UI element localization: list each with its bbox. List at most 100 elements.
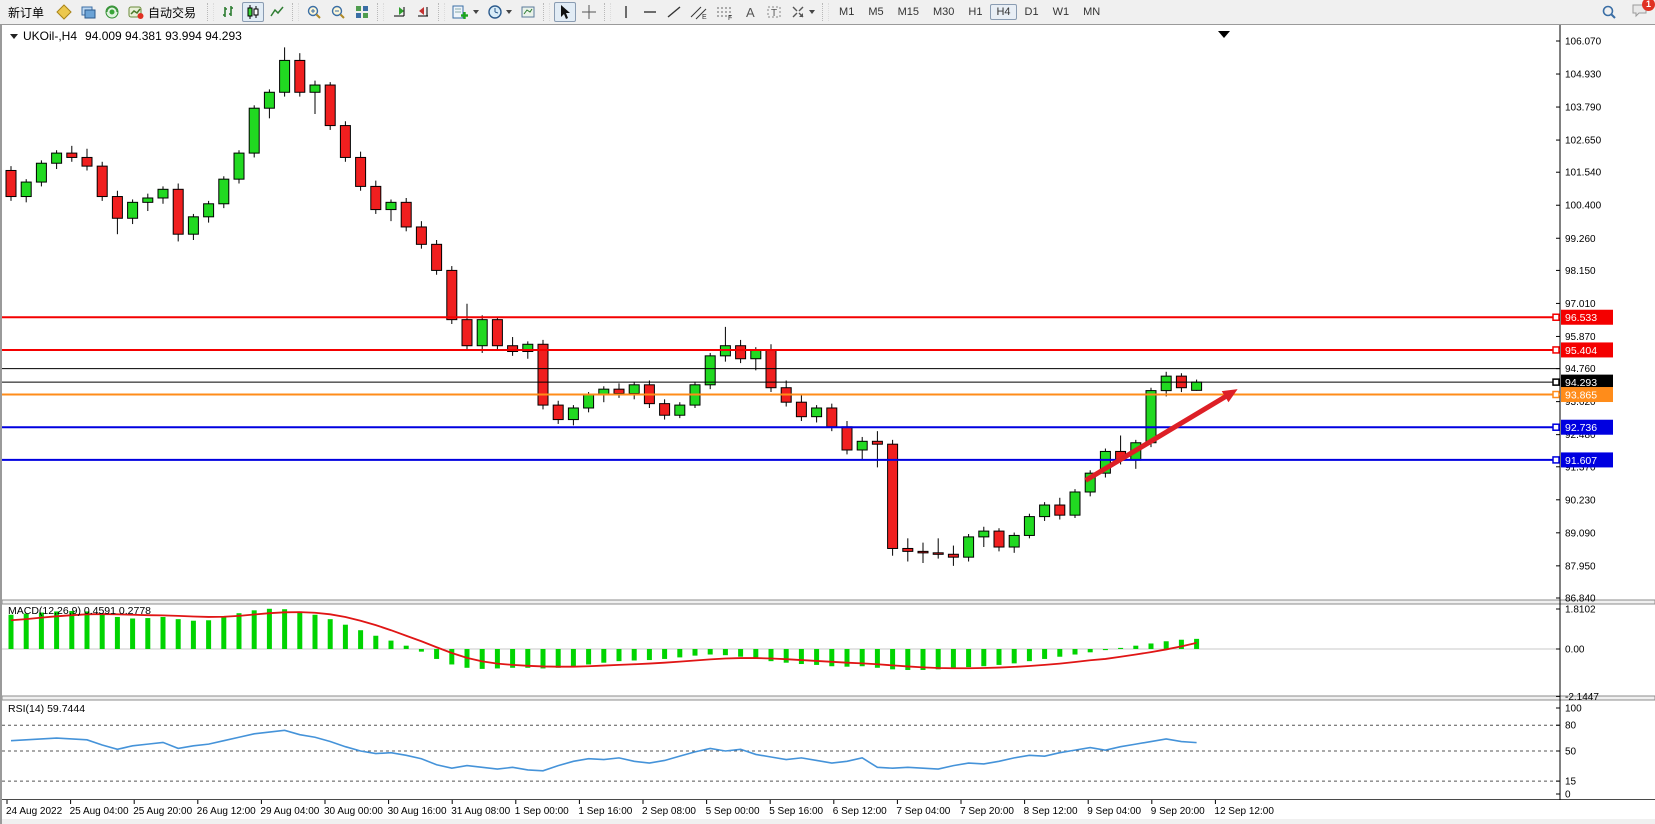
svg-text:E: E: [702, 14, 707, 20]
candle-body: [51, 152, 63, 164]
text-label-tool-icon[interactable]: T: [763, 2, 785, 22]
candle-body: [172, 188, 184, 235]
time-axis-label: 1 Sep 00:00: [515, 806, 569, 817]
chart-window: 106.070 104.930 103.790 102.650 101.540 100.4…: [0, 24, 1655, 824]
notification-badge: 1: [1642, 0, 1655, 11]
navigator-icon[interactable]: [101, 2, 123, 22]
price-line-anchor[interactable]: [1552, 378, 1560, 386]
candle-body: [735, 345, 747, 360]
notifications-button[interactable]: 1: [1631, 0, 1655, 23]
chart-canvas[interactable]: 106.070 104.930 103.790 102.650 101.540 100.4…: [2, 25, 1655, 824]
candle-body: [552, 404, 564, 421]
timeframe-M1[interactable]: M1: [839, 6, 855, 18]
price-axis-label: 89.090: [1565, 528, 1596, 539]
price-line-anchor[interactable]: [1552, 346, 1560, 354]
candle-body: [218, 178, 230, 205]
add-indicator-icon[interactable]: [449, 2, 482, 22]
timeframe-D1[interactable]: D1: [1024, 6, 1039, 18]
toolbar-separator: [207, 3, 215, 21]
macd-axis-label: -2.1447: [1565, 692, 1599, 703]
search-icon[interactable]: [1598, 2, 1620, 22]
candle-body: [415, 226, 427, 245]
market-watch-icon[interactable]: [53, 2, 75, 22]
zoom-out-icon[interactable]: [327, 2, 349, 22]
price-axis-label: 103.790: [1565, 103, 1602, 114]
candle-body: [279, 59, 291, 93]
new-order-button[interactable]: 新订单: [1, 2, 51, 22]
rsi-indicator-label: RSI(14) 59.7444: [8, 703, 86, 715]
svg-text:F: F: [728, 15, 732, 20]
chart-shift-icon[interactable]: [412, 2, 434, 22]
auto-trading-button[interactable]: 自动交易: [125, 2, 203, 22]
candle-body: [963, 536, 975, 558]
toolbar-separator: [438, 3, 446, 21]
trend-arrow-annotation[interactable]: [1084, 389, 1238, 483]
price-axis[interactable]: 106.070 104.930 103.790 102.650 101.540 100.4…: [1556, 25, 1602, 800]
candle-body: [446, 269, 458, 321]
rsi-splitter[interactable]: [2, 695, 1655, 701]
auto-scroll-icon[interactable]: [388, 2, 410, 22]
candle-body: [66, 152, 78, 158]
price-line-anchor[interactable]: [1552, 456, 1560, 464]
equidistant-channel-tool-icon[interactable]: E: [687, 2, 711, 22]
fibonacci-tool-icon[interactable]: F: [713, 2, 737, 22]
arrows-tool-icon[interactable]: [787, 2, 818, 22]
crosshair-tool-icon[interactable]: [578, 2, 600, 22]
timeframe-MN[interactable]: MN: [1083, 6, 1101, 18]
candle-body: [522, 343, 534, 353]
candle-body: [704, 355, 716, 386]
line-chart-type-icon[interactable]: [266, 2, 288, 22]
period-clock-icon[interactable]: [484, 2, 515, 22]
rsi-axis-label: 15: [1565, 777, 1577, 788]
candle-body: [811, 407, 823, 418]
timeframe-M5[interactable]: M5: [868, 6, 884, 18]
candlestick-chart-type-icon[interactable]: [242, 2, 265, 22]
price-axis-label: 95.870: [1565, 332, 1596, 343]
time-axis-label: 7 Sep 04:00: [896, 806, 950, 817]
bar-chart-type-icon[interactable]: [218, 2, 240, 22]
macd-splitter[interactable]: [2, 599, 1655, 605]
candle-body: [841, 426, 853, 451]
candle-body: [613, 388, 625, 395]
timeframe-W1[interactable]: W1: [1052, 6, 1070, 18]
timeframe-H1[interactable]: H1: [968, 6, 983, 18]
cursor-tool-icon[interactable]: [554, 2, 577, 22]
price-axis-label: 94.760: [1565, 364, 1596, 375]
timeframe-M15[interactable]: M15: [897, 6, 919, 18]
chart-menu-caret-icon[interactable]: [10, 33, 18, 39]
candle-body: [20, 181, 32, 198]
templates-icon[interactable]: [517, 2, 539, 22]
price-line-anchor[interactable]: [1552, 390, 1560, 399]
candle-body: [628, 384, 640, 395]
price-line-badge: [1561, 419, 1613, 435]
toolbar-separator: [292, 3, 300, 21]
rsi-axis-label: 50: [1565, 747, 1577, 758]
chart-shift-marker-icon[interactable]: [1218, 31, 1230, 38]
rsi-axis-label: 100: [1565, 704, 1582, 715]
timeframe-H4[interactable]: H4: [990, 4, 1017, 20]
price-axis-label: 92.480: [1565, 430, 1596, 441]
candle-body: [1084, 472, 1096, 493]
candle-body: [932, 552, 944, 555]
trend-arrow-shaft[interactable]: [1084, 392, 1231, 483]
price-line-badge-label: 96.533: [1565, 312, 1597, 324]
candle-body: [947, 553, 959, 558]
candle-body: [96, 165, 108, 198]
price-line-anchor[interactable]: [1552, 423, 1560, 431]
candle-body: [309, 84, 321, 93]
timeframe-M30[interactable]: M30: [933, 6, 955, 18]
price-line-anchor[interactable]: [1552, 313, 1560, 321]
window-bottom-strip: [2, 819, 1655, 824]
horizontal-line-tool-icon[interactable]: [639, 2, 661, 22]
toolbar-separator: [543, 3, 551, 21]
data-window-icon[interactable]: [77, 2, 99, 22]
price-axis-label: 99.260: [1565, 234, 1596, 245]
time-axis[interactable]: 24 Aug 2022 25 Aug 04:00 25 Aug 20:00 26 Au…: [6, 800, 1274, 817]
trendline-tool-icon[interactable]: [663, 2, 685, 22]
tile-windows-icon[interactable]: [351, 2, 373, 22]
text-tool-icon[interactable]: A: [739, 2, 761, 22]
candle-body: [1054, 504, 1066, 516]
candle-body: [583, 394, 595, 409]
vertical-line-tool-icon[interactable]: [615, 2, 637, 22]
zoom-in-icon[interactable]: [303, 2, 325, 22]
